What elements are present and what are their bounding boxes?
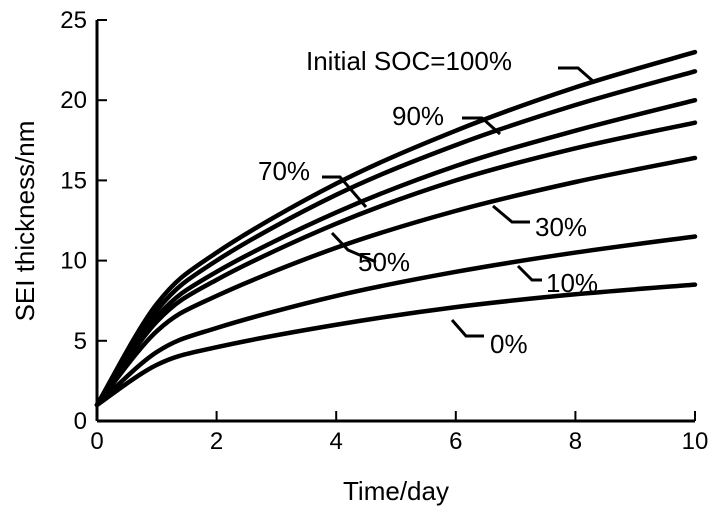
label-leader-line xyxy=(558,66,595,84)
x-tick-label: 10 xyxy=(682,428,709,455)
series-line xyxy=(94,234,698,408)
label-leader-line xyxy=(330,231,377,264)
y-tick-label: 20 xyxy=(60,87,87,114)
axes xyxy=(95,20,695,423)
label-leader-line xyxy=(450,319,484,338)
x-tick-label: 0 xyxy=(90,428,103,455)
series-label: 70% xyxy=(258,156,310,186)
ticks: 0 2 4 6 8 10 0 5 10 15 20 25 xyxy=(60,7,708,455)
x-tick-label: 2 xyxy=(210,428,223,455)
series-lines xyxy=(94,49,698,408)
y-tick-label: 5 xyxy=(74,328,87,355)
x-tick-label: 6 xyxy=(449,428,462,455)
y-tick-label: 10 xyxy=(60,248,87,275)
x-axis-title: Time/day xyxy=(343,476,449,506)
y-axis-title: SEI thickness/nm xyxy=(10,121,40,322)
series-label: Initial SOC=100% xyxy=(306,46,512,76)
label-leader-line xyxy=(516,264,542,282)
series-label: 10% xyxy=(546,268,598,298)
series-label: 90% xyxy=(392,101,444,131)
series-line xyxy=(94,49,698,408)
series-line xyxy=(94,282,698,408)
label-leader-line xyxy=(322,175,368,208)
series-label: 50% xyxy=(358,247,410,277)
y-tick-label: 25 xyxy=(60,7,87,34)
x-tick-label: 8 xyxy=(569,428,582,455)
series-line xyxy=(94,120,698,408)
x-tick-label: 4 xyxy=(330,428,343,455)
series-line xyxy=(94,97,698,408)
series-label: 30% xyxy=(535,212,587,242)
label-leader-line xyxy=(462,116,501,136)
y-tick-label: 15 xyxy=(60,167,87,194)
series-line xyxy=(94,69,698,408)
series-label: 0% xyxy=(490,329,528,359)
series-line xyxy=(94,155,698,408)
label-leader-line xyxy=(492,204,530,224)
series-labels: Initial SOC=100% 90% 70% 50% 30% 10% 0% xyxy=(258,46,598,359)
y-tick-label: 0 xyxy=(74,408,87,435)
